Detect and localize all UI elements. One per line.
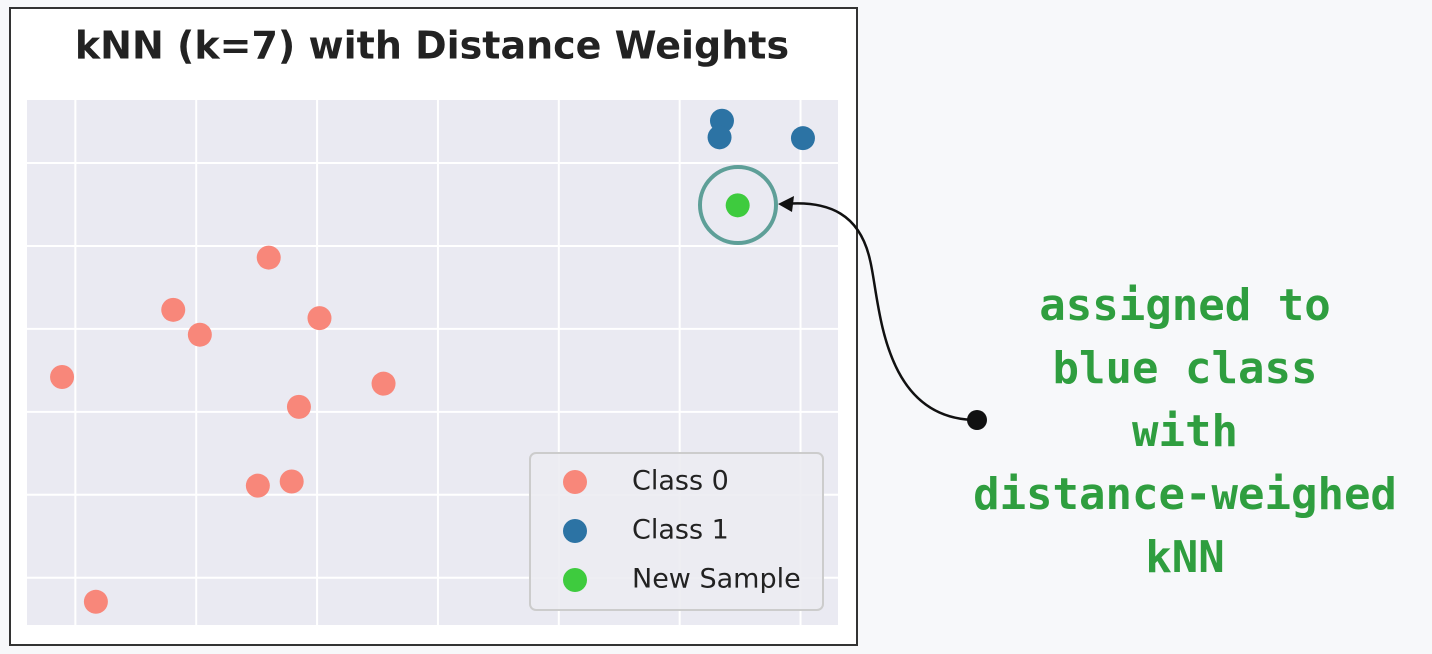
legend-marker: [563, 470, 587, 494]
point: [707, 125, 732, 150]
annotation-line: blue class: [1053, 343, 1318, 394]
legend-label: Class 1: [632, 515, 729, 546]
annotation-line: assigned to: [1039, 280, 1330, 331]
point: [790, 126, 815, 151]
arrow: [783, 202, 978, 422]
annotation: assigned to blue class with distance-weighe…: [973, 280, 1397, 583]
annotation-line: kNN: [1145, 532, 1224, 583]
arrow-tail: [967, 410, 987, 430]
point: [187, 322, 212, 347]
point: [307, 306, 332, 331]
point: [83, 589, 108, 614]
highlight-ring: [698, 165, 778, 245]
point: [725, 193, 750, 218]
chart-title: kNN (k=7) with Distance Weights: [75, 24, 789, 68]
point: [371, 371, 396, 396]
annotation-line: distance-weighed: [973, 469, 1397, 520]
point: [50, 365, 75, 390]
legend-label: Class 0: [632, 466, 729, 497]
annotation-line: with: [1132, 406, 1238, 457]
legend-marker: [563, 519, 587, 543]
points: [50, 108, 815, 614]
point: [245, 473, 270, 498]
point: [256, 245, 281, 270]
grid: [27, 100, 838, 625]
arrow-head: [778, 196, 794, 212]
point: [279, 469, 304, 494]
point: [286, 394, 311, 419]
point: [161, 297, 186, 322]
legend-label: New Sample: [632, 564, 801, 595]
legend-box: [529, 452, 824, 611]
legend: Class 0 Class 1 New Sample: [563, 466, 801, 595]
legend-marker: [563, 568, 587, 592]
